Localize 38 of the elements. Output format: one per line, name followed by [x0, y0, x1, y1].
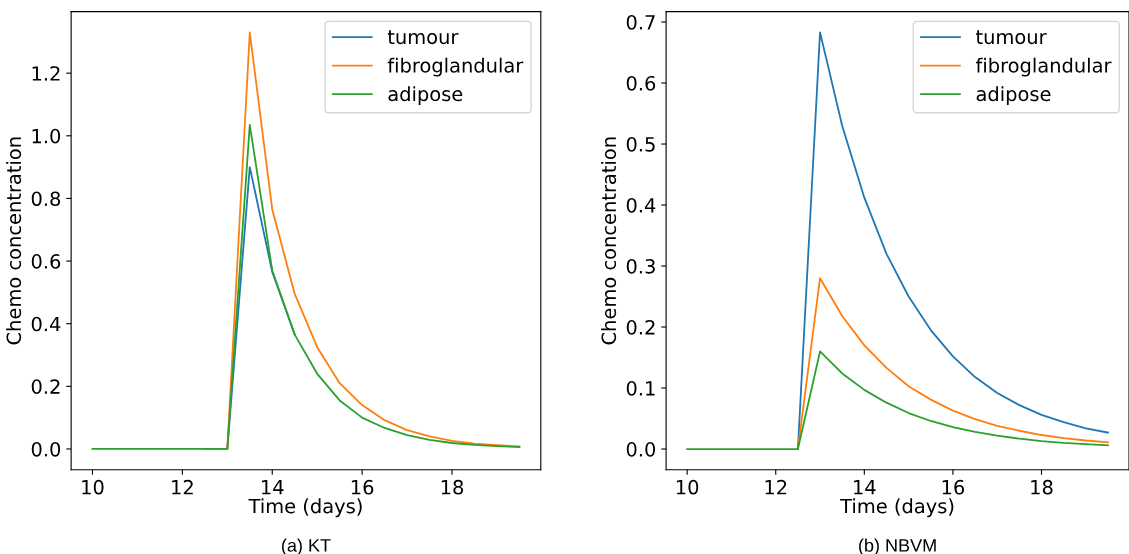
y-tick-label: 0.6: [31, 254, 61, 269]
y-tick-label: 0.0: [626, 442, 656, 457]
legend-label: adipose: [976, 86, 1051, 106]
x-tick-label: 14: [854, 480, 876, 495]
y-tick-label: 1.0: [32, 128, 61, 144]
x-tick-label: 16: [942, 479, 965, 495]
legend-label: tumour: [387, 30, 459, 45]
y-tick-label: 0.4: [626, 197, 656, 213]
y-tick-label: 0.6: [626, 75, 656, 91]
legend-label: fibroglandular: [387, 57, 524, 77]
legend-label: fibroglandular: [975, 57, 1112, 77]
x-axis-title: Time (days): [248, 498, 362, 518]
y-tick-label: 0.0: [31, 441, 61, 457]
x-tick-label: 12: [765, 479, 787, 495]
x-tick-label: 10: [676, 479, 699, 495]
y-tick-label: 0.2: [31, 379, 60, 394]
y-tick-label: 0.5: [626, 136, 655, 152]
x-tick-label: 14: [262, 480, 284, 495]
x-tick-label: 18: [1031, 479, 1053, 495]
legend-label: tumour: [976, 30, 1047, 45]
y-axis-title: Chemo concentration: [601, 137, 617, 345]
line-series: [686, 350, 1109, 450]
y-tick-label: 0.2: [626, 319, 655, 335]
x-tick-label: 12: [172, 479, 193, 495]
line-series: [91, 123, 521, 450]
y-tick-label: 0.4: [31, 316, 61, 332]
line-series: [796, 277, 1109, 450]
legend-label: adipose: [388, 86, 463, 106]
x-axis-title: Time (days): [840, 498, 954, 518]
y-axis-title: Chemo concentration: [6, 137, 22, 345]
y-tick-label: 0.3: [626, 258, 655, 274]
x-tick-label: 10: [82, 479, 104, 495]
x-tick-label: 18: [441, 479, 464, 495]
y-tick-label: 1.2: [32, 66, 60, 81]
y-tick-label: 0.1: [626, 381, 655, 396]
y-tick-label: 0.8: [31, 191, 61, 207]
x-tick-label: 16: [351, 479, 374, 495]
y-tick-label: 0.7: [626, 14, 655, 30]
